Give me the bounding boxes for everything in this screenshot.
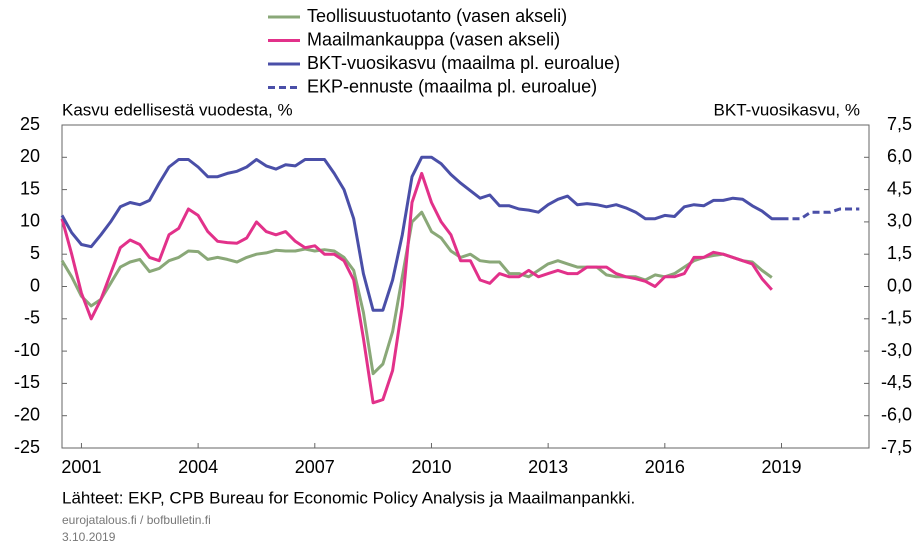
y-tick-label: 25 [20,114,40,134]
y-tick-label: 10 [20,211,40,231]
legend-label: EKP-ennuste (maailma pl. euroalue) [307,76,597,96]
x-tick-label: 2007 [295,457,335,477]
date: 3.10.2019 [62,530,116,544]
y-tick-label: 20 [20,146,40,166]
y-axis-label: Kasvu edellisestä vuodesta, % [62,100,293,119]
series-line [60,155,782,312]
series-line [781,207,860,221]
y-tick-label: 15 [20,178,40,198]
y2-tick-label: -1,5 [881,308,912,328]
series-line [60,171,773,405]
x-tick-label: 2019 [761,457,801,477]
x-tick-label: 2001 [61,457,101,477]
y2-tick-label: -4,5 [881,372,912,392]
series-line [60,210,773,376]
y2-tick-label: -6,0 [881,404,912,424]
y2-axis-label: BKT-vuosikasvu, % [714,100,860,119]
legend-label: Maailmankauppa (vasen akseli) [307,29,560,49]
y2-tick-label: 7,5 [887,114,912,134]
y-tick-label: 0 [30,275,40,295]
legend-label: Teollisuustuotanto (vasen akseli) [307,6,567,26]
x-tick-label: 2013 [528,457,568,477]
y2-tick-label: 4,5 [887,178,912,198]
y-tick-label: -20 [14,404,40,424]
y-tick-label: -10 [14,340,40,360]
y2-tick-label: -3,0 [881,340,912,360]
y2-tick-label: 6,0 [887,146,912,166]
y2-tick-label: 3,0 [887,211,912,231]
y2-tick-label: 0,0 [887,275,912,295]
legend-label: BKT-vuosikasvu (maailma pl. euroalue) [307,53,620,73]
y2-tick-label: 1,5 [887,243,912,263]
source: Lähteet: EKP, CPB Bureau for Economic Po… [62,488,635,507]
x-tick-label: 2010 [411,457,451,477]
x-tick-label: 2004 [178,457,218,477]
y-tick-label: -15 [14,372,40,392]
site: eurojatalous.fi / bofbulletin.fi [62,513,211,527]
y-tick-label: -25 [14,437,40,457]
y-tick-label: -5 [24,308,40,328]
y2-tick-label: -7,5 [881,437,912,457]
plot-frame [61,124,870,449]
y-tick-label: 5 [30,243,40,263]
x-tick-label: 2016 [645,457,685,477]
